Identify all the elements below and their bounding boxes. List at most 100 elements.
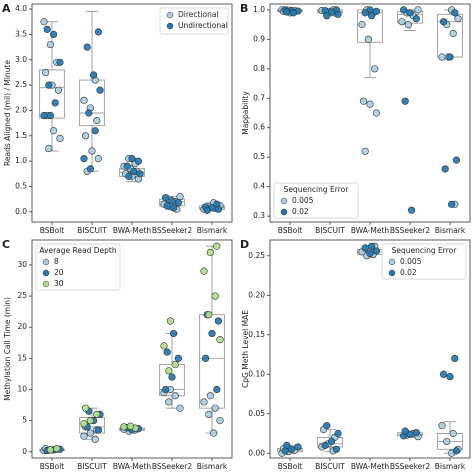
y-tick-label: 1.0 — [15, 156, 27, 165]
point — [414, 6, 422, 14]
point — [94, 28, 102, 36]
point — [208, 329, 216, 338]
point — [165, 398, 173, 406]
legend-label: 8 — [54, 257, 59, 266]
legend-label: 0.02 — [292, 207, 309, 216]
y-tick-label: 0.5 — [253, 152, 265, 161]
y-tick-label: 0.7 — [253, 93, 265, 102]
y-tick-label: 2.0 — [15, 105, 27, 114]
point — [412, 429, 421, 437]
x-tick-label: BSSeeker2 — [152, 462, 193, 471]
point — [294, 443, 302, 451]
y-axis-label: CpG Meth Level MAE — [241, 310, 250, 388]
point — [171, 360, 179, 369]
legend-marker — [388, 269, 396, 277]
point — [412, 15, 421, 23]
point — [93, 410, 101, 419]
point — [94, 155, 102, 163]
point — [372, 7, 381, 15]
point — [45, 144, 53, 153]
y-tick-label: 30 — [17, 260, 27, 269]
point — [56, 58, 64, 66]
point — [361, 244, 369, 252]
point — [438, 422, 446, 430]
y-tick-label: 3.5 — [15, 29, 27, 38]
point — [202, 354, 210, 362]
point — [452, 447, 461, 455]
point — [80, 432, 88, 440]
point — [454, 15, 462, 23]
point — [86, 417, 94, 425]
y-axis-label: Reads Aligned (mil) / Minute — [3, 60, 12, 166]
x-tick-label: BSBolt — [278, 462, 303, 471]
point — [214, 317, 222, 325]
legend-label: 0.005 — [292, 196, 314, 205]
point — [80, 155, 88, 163]
point — [404, 21, 413, 29]
point — [448, 200, 456, 208]
point — [371, 65, 379, 73]
point — [408, 206, 416, 214]
point — [46, 446, 55, 454]
legend-marker — [388, 258, 396, 266]
legend-title: Average Read Depth — [39, 246, 117, 255]
x-tick-label: BISCUIT — [315, 226, 345, 235]
y-tick-label: 0.0 — [15, 207, 27, 216]
point — [323, 422, 331, 430]
legend-marker — [166, 11, 174, 19]
point — [40, 18, 48, 26]
y-tick-label: 20 — [17, 322, 27, 331]
point — [328, 8, 336, 16]
y-tick-label: 2.5 — [15, 80, 27, 89]
y-tick-label: 4.0 — [15, 4, 27, 13]
legend-label: 20 — [54, 268, 64, 277]
box — [39, 69, 65, 119]
point — [49, 30, 58, 39]
point — [372, 247, 381, 255]
point — [53, 445, 61, 453]
point — [168, 373, 176, 381]
point — [81, 404, 90, 412]
point — [364, 35, 373, 43]
point — [46, 111, 55, 120]
point — [165, 367, 173, 375]
y-tick-label: 0.5 — [15, 182, 27, 191]
point — [171, 392, 179, 400]
point — [334, 429, 342, 438]
x-tick-label: BSSeeker2 — [152, 226, 193, 235]
point — [162, 194, 170, 202]
point — [46, 40, 55, 49]
point — [321, 441, 329, 449]
point — [446, 53, 454, 61]
point — [361, 9, 369, 17]
point — [93, 117, 101, 125]
point — [216, 336, 224, 344]
point — [358, 21, 366, 29]
y-tick-label: 0.25 — [248, 251, 265, 260]
point — [368, 242, 376, 250]
y-tick-label: 0.8 — [253, 64, 265, 73]
panel-label: B — [240, 2, 248, 15]
point — [451, 9, 459, 17]
legend-label: 30 — [54, 279, 64, 288]
x-tick-label: BSBolt — [278, 226, 303, 235]
x-tick-label: Bismark — [435, 462, 466, 471]
point — [174, 354, 182, 362]
point — [126, 422, 134, 430]
point — [54, 86, 63, 94]
point — [163, 202, 171, 210]
point — [88, 147, 96, 155]
point — [80, 420, 88, 428]
x-tick-label: BISCUIT — [315, 462, 345, 471]
point — [80, 96, 88, 104]
y-tick-label: 0.9 — [253, 34, 265, 43]
legend-frame — [273, 182, 359, 219]
point — [176, 193, 184, 201]
plot-frame — [269, 3, 471, 223]
x-tick-label: Bismark — [435, 226, 466, 235]
x-tick-label: BSSeeker2 — [390, 462, 431, 471]
point — [49, 127, 58, 135]
point — [283, 8, 291, 16]
point — [401, 427, 409, 435]
point — [170, 329, 178, 338]
